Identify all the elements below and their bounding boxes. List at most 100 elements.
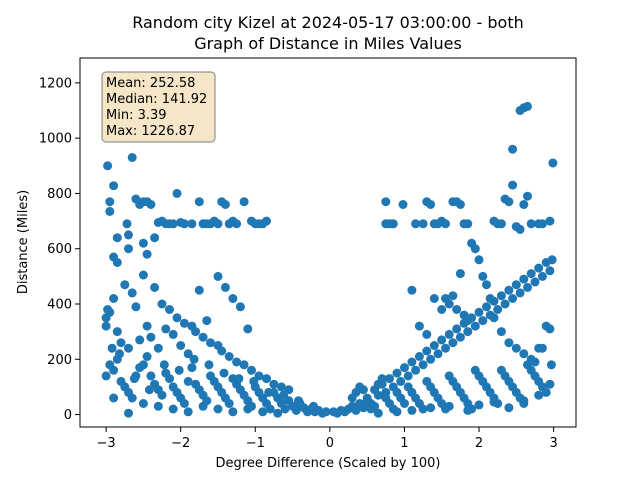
data-point [508, 180, 518, 190]
data-point [112, 258, 122, 267]
data-point [124, 230, 133, 240]
data-point [478, 271, 488, 281]
data-point [159, 360, 169, 370]
data-point [519, 396, 529, 406]
data-point [548, 158, 558, 168]
data-point [444, 299, 454, 309]
data-point [138, 360, 148, 370]
data-point [220, 282, 230, 292]
data-point [309, 401, 318, 411]
data-point [183, 376, 193, 386]
x-tick-label: −1 [246, 436, 265, 451]
data-point [219, 368, 229, 378]
data-point [153, 343, 163, 353]
data-point [534, 263, 544, 273]
data-point [294, 396, 303, 406]
data-point [191, 327, 201, 337]
data-point [157, 390, 167, 400]
data-point [426, 200, 436, 209]
data-point [400, 399, 409, 408]
data-point [228, 407, 238, 417]
data-point [385, 374, 394, 384]
data-point [496, 327, 506, 337]
data-point [437, 305, 447, 314]
data-point [109, 393, 119, 403]
data-point [224, 399, 234, 408]
data-point [396, 376, 406, 386]
data-point [496, 219, 506, 229]
data-point [429, 294, 439, 303]
data-point [537, 219, 547, 229]
data-point [504, 338, 514, 348]
data-point [279, 390, 289, 400]
data-point [262, 216, 271, 226]
data-point [179, 318, 189, 328]
data-point [291, 405, 301, 415]
data-point [455, 200, 465, 209]
data-point [103, 305, 113, 314]
data-point [392, 368, 402, 378]
data-point [183, 407, 193, 417]
data-point [153, 401, 163, 411]
x-tick-label: 0 [326, 436, 334, 451]
data-point [358, 403, 368, 413]
x-tick-label: 1 [400, 436, 408, 451]
data-point [485, 294, 495, 303]
data-point [321, 407, 331, 417]
data-point [101, 371, 111, 381]
data-point [377, 374, 387, 384]
data-point [407, 357, 417, 367]
data-point [122, 219, 132, 229]
data-point [146, 200, 156, 209]
data-point [262, 374, 271, 384]
data-point [239, 360, 249, 370]
data-point [452, 324, 462, 334]
data-point [187, 219, 197, 229]
data-point [235, 302, 245, 312]
data-point [198, 401, 208, 411]
data-point [124, 244, 133, 254]
data-point [194, 197, 204, 207]
x-tick-label: 2 [475, 436, 483, 451]
data-point [161, 324, 171, 334]
y-axis-label: Distance (Miles) [16, 190, 31, 294]
data-point [545, 266, 555, 276]
data-point [124, 343, 133, 353]
data-point [220, 200, 230, 209]
data-point [165, 374, 174, 384]
data-point [373, 408, 383, 418]
data-point [508, 144, 518, 154]
data-point [247, 365, 256, 375]
data-point [103, 161, 113, 171]
data-point [418, 404, 428, 414]
data-point [407, 285, 417, 295]
data-point [426, 403, 436, 413]
data-point [198, 332, 208, 342]
data-point [526, 269, 536, 279]
data-point [265, 404, 275, 414]
data-point [381, 197, 391, 207]
data-point [474, 400, 484, 410]
data-point [179, 399, 189, 408]
data-point [489, 397, 499, 407]
data-point [273, 408, 283, 418]
data-point [392, 407, 402, 417]
data-point [243, 324, 253, 334]
data-point [105, 197, 115, 207]
data-point [370, 401, 380, 411]
data-point [411, 365, 421, 375]
data-point [157, 299, 167, 309]
data-point [150, 233, 160, 243]
data-point [213, 404, 223, 414]
data-point [537, 343, 547, 353]
data-point [523, 101, 532, 111]
data-point [441, 219, 450, 229]
data-point [109, 294, 119, 303]
data-point [129, 374, 139, 384]
data-point [448, 338, 458, 348]
data-point [414, 352, 424, 361]
data-point [546, 360, 556, 370]
data-point [206, 338, 215, 348]
x-tick-label: 3 [549, 436, 557, 451]
data-point [228, 294, 238, 303]
